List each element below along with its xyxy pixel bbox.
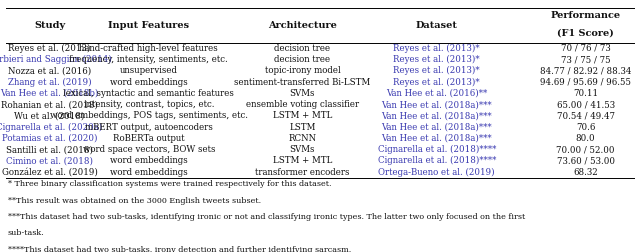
Text: ensemble voting classifier: ensemble voting classifier — [246, 100, 359, 109]
Text: Barbieri and Saggion (2014): Barbieri and Saggion (2014) — [0, 55, 111, 64]
Text: Reyes et al. (2013)*: Reyes et al. (2013)* — [394, 55, 480, 64]
Text: SVMs: SVMs — [290, 145, 315, 154]
Text: 94.69 / 95.69 / 96.55: 94.69 / 95.69 / 96.55 — [540, 78, 631, 87]
Text: 70.6: 70.6 — [576, 123, 595, 132]
Text: SVMs: SVMs — [290, 89, 315, 98]
Text: Zhang et al. (2019): Zhang et al. (2019) — [8, 78, 92, 87]
Text: RoBERTa output: RoBERTa output — [113, 134, 184, 143]
Text: Santilli et al. (2018): Santilli et al. (2018) — [6, 145, 93, 154]
Text: ****This dataset had two sub-tasks, irony detection and further identifying sarc: ****This dataset had two sub-tasks, iron… — [8, 246, 351, 252]
Text: Van Hee et al. (2018a)***: Van Hee et al. (2018a)*** — [381, 123, 492, 132]
Text: Reyes et al. (2013)*: Reyes et al. (2013)* — [394, 66, 480, 76]
Text: intensity, contrast, topics, etc.: intensity, contrast, topics, etc. — [84, 100, 214, 109]
Text: Cimino et al. (2018): Cimino et al. (2018) — [6, 156, 93, 165]
Text: sub-task.: sub-task. — [8, 229, 44, 237]
Text: word space vectors, BOW sets: word space vectors, BOW sets — [83, 145, 215, 154]
Text: word embeddings, POS tags, sentiments, etc.: word embeddings, POS tags, sentiments, e… — [50, 111, 248, 120]
Text: 70.11: 70.11 — [573, 89, 598, 98]
Text: Cignarella et al. (2018)****: Cignarella et al. (2018)**** — [378, 145, 496, 154]
Text: 70.00 / 52.00: 70.00 / 52.00 — [556, 145, 615, 154]
Text: mBERT output, autoencoders: mBERT output, autoencoders — [85, 123, 212, 132]
Text: 70 / 76 / 73: 70 / 76 / 73 — [561, 44, 611, 53]
Text: Van Hee et al. (2018a)***: Van Hee et al. (2018a)*** — [381, 134, 492, 143]
Text: word embeddings: word embeddings — [110, 78, 188, 87]
Text: 65.00 / 41.53: 65.00 / 41.53 — [557, 100, 614, 109]
Text: Architecture: Architecture — [268, 21, 337, 30]
Text: Rohanian et al. (2018): Rohanian et al. (2018) — [1, 100, 98, 109]
Text: frequency, intensity, sentiments, etc.: frequency, intensity, sentiments, etc. — [69, 55, 228, 64]
Text: 73 / 75 / 75: 73 / 75 / 75 — [561, 55, 611, 64]
Text: transformer encoders: transformer encoders — [255, 168, 349, 177]
Text: decision tree: decision tree — [275, 44, 330, 53]
Text: LSTM + MTL: LSTM + MTL — [273, 111, 332, 120]
Text: Cignarella et al. (2018)****: Cignarella et al. (2018)**** — [378, 156, 496, 165]
Text: 70.54 / 49.47: 70.54 / 49.47 — [557, 111, 614, 120]
Text: 80.0: 80.0 — [576, 134, 595, 143]
Text: Nozza et al. (2016): Nozza et al. (2016) — [8, 67, 92, 75]
Text: Input Features: Input Features — [108, 21, 189, 30]
Text: Ortega-Bueno et al. (2019): Ortega-Bueno et al. (2019) — [378, 168, 495, 177]
Text: lexical, syntactic and semantic features: lexical, syntactic and semantic features — [63, 89, 234, 98]
Text: Wu et al. (2018): Wu et al. (2018) — [15, 111, 84, 120]
Text: LSTM: LSTM — [289, 123, 316, 132]
Text: 84.77 / 82.92 / 88.34: 84.77 / 82.92 / 88.34 — [540, 67, 631, 75]
Text: Van Hee et al. (2018b): Van Hee et al. (2018b) — [1, 89, 99, 98]
Text: Reyes et al. (2013)*: Reyes et al. (2013)* — [394, 78, 480, 87]
Text: 68.32: 68.32 — [573, 168, 598, 177]
Text: hand-crafted high-level features: hand-crafted high-level features — [79, 44, 218, 53]
Text: Reyes et al. (2013): Reyes et al. (2013) — [8, 44, 91, 53]
Text: Van Hee et al. (2016)**: Van Hee et al. (2016)** — [386, 89, 488, 98]
Text: Dataset: Dataset — [416, 21, 458, 30]
Text: LSTM + MTL: LSTM + MTL — [273, 156, 332, 165]
Text: **This result was obtained on the 3000 English tweets subset.: **This result was obtained on the 3000 E… — [8, 197, 261, 205]
Text: Performance: Performance — [550, 11, 621, 20]
Text: (F1 Score): (F1 Score) — [557, 28, 614, 37]
Text: word embeddings: word embeddings — [110, 156, 188, 165]
Text: 73.60 / 53.00: 73.60 / 53.00 — [557, 156, 614, 165]
Text: González et al. (2019): González et al. (2019) — [2, 168, 97, 177]
Text: ***This dataset had two sub-tasks, identifying ironic or not and classifying iro: ***This dataset had two sub-tasks, ident… — [8, 213, 525, 221]
Text: Van Hee et al. (2018a)***: Van Hee et al. (2018a)*** — [381, 111, 492, 120]
Text: decision tree: decision tree — [275, 55, 330, 64]
Text: word embeddings: word embeddings — [110, 168, 188, 177]
Text: Cignarella et al. (2020a): Cignarella et al. (2020a) — [0, 122, 103, 132]
Text: Van Hee et al. (2018a)***: Van Hee et al. (2018a)*** — [381, 100, 492, 109]
Text: Potamias et al. (2020): Potamias et al. (2020) — [2, 134, 97, 143]
Text: RCNN: RCNN — [289, 134, 316, 143]
Text: Study: Study — [34, 21, 65, 30]
Text: sentiment-transferred Bi-LSTM: sentiment-transferred Bi-LSTM — [234, 78, 371, 87]
Text: unsupervised: unsupervised — [120, 67, 178, 75]
Text: * Three binary classification systems were trained respectively for this dataset: * Three binary classification systems we… — [8, 180, 331, 188]
Text: Reyes et al. (2013)*: Reyes et al. (2013)* — [394, 44, 480, 53]
Text: topic-irony model: topic-irony model — [264, 67, 340, 75]
